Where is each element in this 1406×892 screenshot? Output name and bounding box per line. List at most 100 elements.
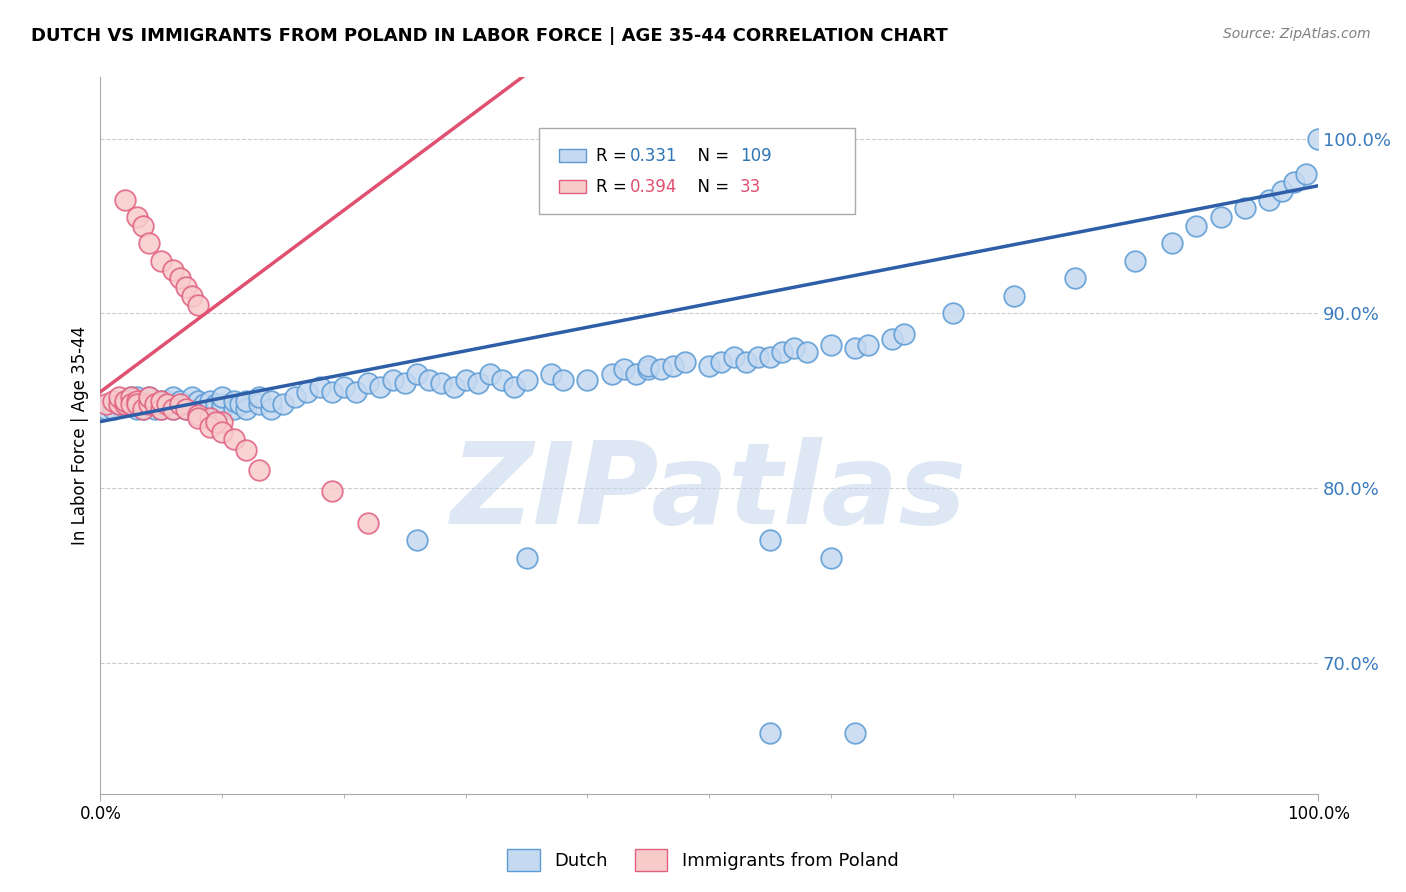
Point xyxy=(1308,131,1330,145)
Point xyxy=(187,297,209,311)
Point xyxy=(187,402,209,417)
Point xyxy=(101,402,124,417)
Point xyxy=(697,359,720,373)
Point xyxy=(174,402,197,417)
Point xyxy=(174,280,197,294)
Point xyxy=(150,393,173,408)
Point xyxy=(406,533,429,548)
Point xyxy=(156,397,179,411)
Point xyxy=(344,384,367,399)
Point xyxy=(125,397,148,411)
Point xyxy=(107,397,129,411)
Point xyxy=(187,408,209,422)
Point xyxy=(880,333,903,347)
Point xyxy=(637,359,659,373)
Point xyxy=(174,402,197,417)
Point xyxy=(180,390,202,404)
Point xyxy=(1271,184,1294,198)
Point xyxy=(132,397,155,411)
Text: Source: ZipAtlas.com: Source: ZipAtlas.com xyxy=(1223,27,1371,41)
Point xyxy=(120,397,142,411)
Point xyxy=(247,390,270,404)
Point xyxy=(150,397,173,411)
Point xyxy=(710,355,733,369)
Point xyxy=(491,373,513,387)
Point xyxy=(613,362,636,376)
Point xyxy=(370,379,392,393)
Point xyxy=(844,341,866,355)
Point xyxy=(198,402,221,417)
Point xyxy=(180,289,202,303)
Point xyxy=(205,397,228,411)
Point xyxy=(150,402,173,417)
Point xyxy=(224,432,246,446)
Point xyxy=(759,725,782,739)
Point xyxy=(107,397,129,411)
Bar xyxy=(560,180,586,193)
Point xyxy=(271,397,294,411)
Text: 33: 33 xyxy=(740,178,761,196)
Point xyxy=(211,397,233,411)
Point xyxy=(235,393,257,408)
Point xyxy=(138,393,160,408)
Point xyxy=(150,393,173,408)
Point xyxy=(284,390,307,404)
Point xyxy=(198,420,221,434)
Point xyxy=(540,368,562,382)
Point xyxy=(224,402,246,417)
Point xyxy=(381,373,404,387)
Point xyxy=(120,393,142,408)
Y-axis label: In Labor Force | Age 35-44: In Labor Force | Age 35-44 xyxy=(72,326,89,545)
Point xyxy=(125,390,148,404)
Point xyxy=(198,393,221,408)
Point xyxy=(156,393,179,408)
Point xyxy=(856,337,879,351)
Point xyxy=(747,350,769,364)
Point xyxy=(260,393,283,408)
Point xyxy=(1125,253,1147,268)
Point xyxy=(162,402,184,417)
Point xyxy=(143,402,166,417)
Point xyxy=(516,373,538,387)
Point xyxy=(125,402,148,417)
Point xyxy=(637,362,659,376)
Point xyxy=(576,373,599,387)
Point xyxy=(661,359,683,373)
Text: R =: R = xyxy=(596,178,631,196)
Point xyxy=(114,393,136,408)
Point xyxy=(96,402,118,417)
Point xyxy=(229,397,252,411)
Point xyxy=(454,373,477,387)
Point xyxy=(120,390,142,404)
Point xyxy=(394,376,416,391)
Point xyxy=(101,393,124,408)
Legend: Dutch, Immigrants from Poland: Dutch, Immigrants from Poland xyxy=(501,842,905,879)
Point xyxy=(187,393,209,408)
Point xyxy=(418,373,440,387)
Point xyxy=(138,390,160,404)
Point xyxy=(138,390,160,404)
Point xyxy=(211,402,233,417)
Point xyxy=(211,425,233,439)
Point xyxy=(114,393,136,408)
Point xyxy=(96,397,118,411)
Point xyxy=(150,402,173,417)
Point xyxy=(1063,271,1085,285)
Point xyxy=(734,355,756,369)
Point xyxy=(162,390,184,404)
Point xyxy=(247,397,270,411)
Bar xyxy=(560,149,586,162)
Point xyxy=(205,415,228,429)
Point xyxy=(132,402,155,417)
Point xyxy=(120,390,142,404)
Point xyxy=(125,210,148,224)
Point xyxy=(406,368,429,382)
Point xyxy=(162,402,184,417)
Point xyxy=(783,341,806,355)
Point xyxy=(174,397,197,411)
Point xyxy=(1258,193,1281,207)
Point xyxy=(114,397,136,411)
Point xyxy=(138,397,160,411)
Point xyxy=(759,533,782,548)
Point xyxy=(211,390,233,404)
